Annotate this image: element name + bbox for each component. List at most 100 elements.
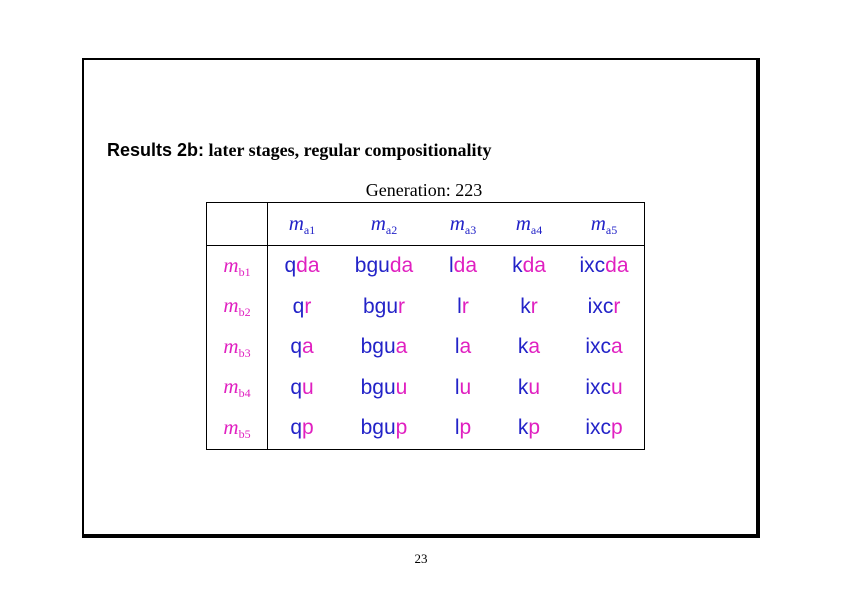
word-stem: k	[517, 335, 529, 359]
column-header: ma5	[564, 202, 645, 246]
word-suffix: p	[610, 416, 623, 440]
word-suffix: r	[398, 294, 406, 318]
table-cell: lda	[432, 246, 494, 287]
word-stem: k	[517, 416, 529, 440]
table-cell: lr	[432, 287, 494, 328]
table-cell: ixca	[564, 327, 645, 368]
word-suffix: p	[459, 416, 472, 440]
label-base: m	[370, 210, 386, 235]
table-cell: bguu	[336, 368, 432, 409]
word-stem: q	[290, 375, 302, 399]
word-suffix: u	[459, 375, 472, 399]
table-cell: lp	[432, 408, 494, 449]
word-suffix: da	[522, 254, 546, 278]
label-base: m	[223, 414, 239, 439]
word-stem: l	[454, 416, 460, 440]
word-stem: ixc	[587, 294, 614, 318]
label-base: m	[515, 210, 531, 235]
label-base: m	[288, 210, 304, 235]
word-suffix: a	[395, 335, 408, 359]
row-header: mb1	[206, 245, 268, 287]
label-base: m	[223, 293, 239, 318]
label-sub: a5	[605, 222, 618, 237]
page-number: 23	[414, 551, 428, 566]
column-header: ma2	[336, 202, 432, 246]
table-row: mb4 qu bguu lu ku ixcu	[206, 367, 645, 409]
word-suffix: a	[528, 335, 541, 359]
table-row: mb5 qp bgup lp kp ixcp	[206, 408, 645, 449]
table-row: mb2 qr bgur lr kr ixcr	[206, 286, 645, 328]
word-suffix: a	[302, 335, 314, 359]
table-cell: qda	[268, 246, 337, 287]
table-cell: ku	[494, 368, 564, 409]
word-suffix: u	[302, 375, 314, 399]
word-suffix: p	[302, 416, 314, 440]
table-cell: bgua	[336, 327, 432, 368]
label-sub: a1	[303, 222, 316, 237]
word-suffix: r	[530, 294, 538, 318]
results-table: ma1 ma2 ma3 ma4 ma5 mb1 qda bguda lda kda ixcda mb2…	[206, 202, 645, 450]
word-suffix: r	[613, 294, 621, 318]
word-suffix: u	[528, 375, 541, 399]
table-cell: ixcu	[564, 368, 645, 409]
label-base: m	[590, 210, 606, 235]
word-stem: q	[290, 335, 302, 359]
corner-cell	[206, 202, 268, 246]
label-sub: a4	[530, 222, 543, 237]
table-cell: qr	[268, 287, 337, 328]
word-suffix: p	[528, 416, 541, 440]
column-header: ma1	[267, 202, 336, 246]
word-suffix: da	[389, 254, 414, 278]
word-suffix: r	[304, 294, 312, 318]
slide-frame	[82, 58, 760, 538]
header-row: ma1 ma2 ma3 ma4 ma5	[206, 202, 645, 246]
word-stem: bgu	[360, 375, 396, 399]
word-stem: ixc	[585, 335, 611, 359]
word-stem: bgu	[360, 416, 396, 440]
word-stem: bgu	[362, 294, 399, 318]
title-lead: Results 2b:	[107, 140, 205, 160]
table-cell: ka	[494, 327, 564, 368]
table-cell: bgup	[336, 408, 432, 449]
word-stem: l	[454, 335, 460, 359]
table-cell: kp	[494, 408, 564, 449]
word-suffix: da	[296, 254, 320, 278]
table-cell: ixcda	[564, 246, 645, 287]
label-sub: b2	[238, 305, 251, 320]
label-base: m	[223, 252, 239, 277]
label-base: m	[449, 210, 465, 235]
word-suffix: da	[605, 254, 629, 278]
word-stem: bgu	[354, 254, 390, 278]
word-stem: ixc	[579, 254, 606, 278]
word-stem: q	[292, 294, 305, 318]
word-stem: l	[448, 254, 454, 278]
row-header: mb4	[206, 367, 268, 408]
table-cell: qa	[268, 327, 337, 368]
label-sub: b3	[238, 345, 251, 360]
slide-title: Results 2b: later stages, regular compos…	[107, 140, 492, 161]
table-cell: lu	[432, 368, 494, 409]
row-header: mb3	[206, 327, 268, 368]
word-stem: l	[457, 294, 462, 318]
word-stem: k	[517, 375, 529, 399]
word-stem: ixc	[585, 375, 611, 399]
word-suffix: r	[461, 294, 469, 318]
word-stem: k	[512, 254, 523, 278]
table-row: mb3 qa bgua la ka ixca	[206, 327, 645, 368]
table-cell: qp	[268, 408, 337, 449]
column-header: ma3	[432, 202, 494, 246]
table-cell: ixcp	[564, 408, 645, 449]
word-suffix: a	[459, 335, 472, 359]
word-stem: ixc	[585, 416, 611, 440]
word-stem: q	[284, 254, 297, 278]
word-stem: k	[520, 294, 531, 318]
word-suffix: da	[453, 254, 478, 278]
table-cell: bgur	[336, 287, 432, 328]
table-cell: la	[432, 327, 494, 368]
label-sub: b5	[238, 426, 251, 441]
label-sub: b1	[238, 264, 251, 279]
label-sub: a2	[385, 222, 398, 237]
word-suffix: p	[395, 416, 408, 440]
table-cell: kr	[494, 287, 564, 328]
